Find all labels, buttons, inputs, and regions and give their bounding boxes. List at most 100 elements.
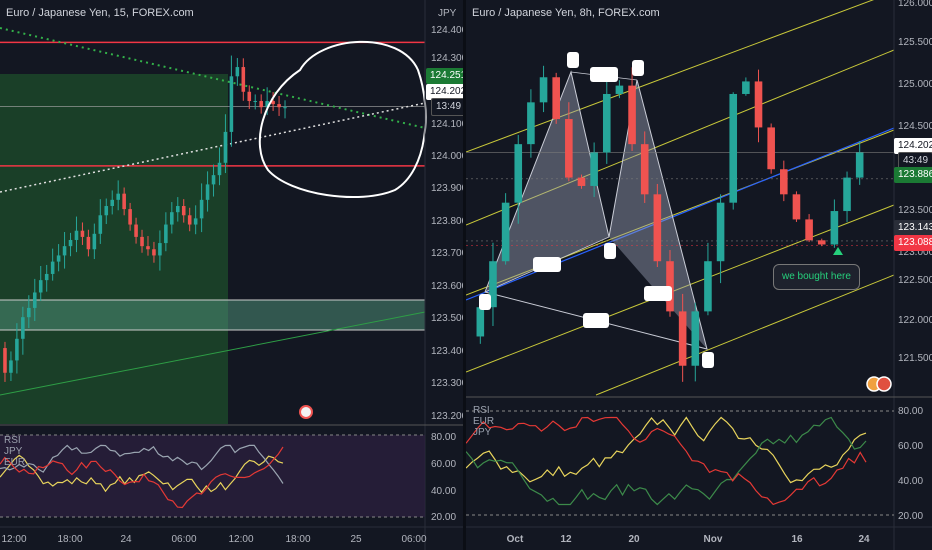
left-price-axis-label-11: 123.200 [431,411,464,422]
right-price-axis-label-7: 122.000 [898,315,932,326]
left-time-axis-label-4: 12:00 [228,534,253,545]
left-price-tag-green: 124.251 [426,68,464,84]
left-currency-label: JPY [438,8,457,19]
left-candle-15 [92,233,97,250]
support-box [0,300,425,330]
right-rsi-axis-label-3: 20.00 [898,511,923,522]
right-candle-19 [716,202,725,262]
right-price-axis-label-1: 125.000 [898,79,932,90]
right-price-axis-top-label: 126.000 [898,0,932,9]
pane-divider[interactable] [463,0,466,550]
right-time-axis-label-5: 24 [858,534,870,545]
right-candle-17 [691,311,700,366]
left-chart-canvas[interactable]: 124.400 124.300 124.100 124.000 123.900 123.8… [0,0,464,550]
right-time-axis-label-2: 20 [628,534,640,545]
left-rsi-line-2 [0,446,284,509]
right-candle-3 [514,144,523,203]
left-candle-38 [229,76,234,132]
left-time-axis-label-1: 18:00 [57,534,82,545]
pattern-point-label-2 [632,60,644,76]
left-candle-35 [211,175,216,185]
left-candle-32 [193,218,198,225]
right-candle-7 [565,119,573,178]
right-chart-pane[interactable]: 126.000125.500125.000124.500124.000123.5… [466,0,932,550]
hand-drawn-circle [258,40,427,199]
left-candle-18 [110,199,115,207]
event-marker-icon [299,405,313,419]
left-price-axis-label-8: 123.500 [431,313,464,324]
right-candle-8 [577,177,586,186]
left-candle-2 [15,338,19,361]
channel-line-1 [466,49,895,226]
right-candle-21 [742,81,750,94]
left-candle-7 [44,273,49,281]
left-candle-24 [146,246,150,250]
right-rsi-line-1 [466,416,867,506]
pattern-point-label-8 [702,352,714,368]
left-ind-label-1: RSI [4,435,21,446]
left-candle-31 [187,215,192,225]
right-candle-22 [754,81,763,128]
right-time-axis-label-4: 16 [791,534,803,545]
right-candle-27 [817,240,826,245]
right-time-axis-label-1: 12 [560,534,572,545]
left-candle-3 [21,317,25,339]
left-candle-40 [241,67,246,92]
left-price-axis-label-0: 124.400 [431,25,464,36]
right-candle-25 [792,194,801,220]
right-candle-10 [602,93,611,153]
left-candle-27 [164,224,168,244]
left-lower-trendline [0,311,426,396]
left-candle-33 [199,199,204,219]
pattern-point-label-3 [533,257,561,272]
channel-line-3 [466,204,895,373]
left-candle-39 [235,67,240,77]
right-price-axis-label-8: 121.500 [898,353,932,364]
right-ind-label-3: JPY [473,427,492,438]
left-candle-12 [74,230,79,240]
left-time-axis-label-7: 06:00 [401,534,426,545]
left-candle-9 [56,255,61,262]
left-candle-4 [27,307,31,318]
left-price-axis-label-7: 123.600 [431,281,464,292]
left-candle-19 [116,193,120,200]
right-price-tag-current: 124.202 [894,138,932,154]
right-price-axis-label-4: 123.500 [898,205,932,216]
left-price-axis-label-10: 123.300 [431,378,464,389]
left-chart-pane[interactable]: 124.400 124.300 124.100 124.000 123.900 123.8… [0,0,464,550]
left-candle-0 [3,348,7,373]
pattern-point-label-5 [479,294,491,310]
right-indicator-labels: RSI EUR JPY [473,405,494,438]
right-price-axis-label-0: 125.500 [898,37,932,48]
left-candle-11 [68,239,73,247]
left-countdown-tag: 13:49 [431,98,464,116]
left-candle-8 [50,261,55,274]
left-indicator-labels: RSI JPY EUR [4,435,25,468]
left-price-axis-label-3: 124.000 [431,151,464,162]
right-candle-29 [843,177,851,212]
left-candle-16 [98,215,103,234]
right-chart-canvas[interactable]: 126.000125.500125.000124.500124.000123.5… [466,0,932,550]
left-candle-37 [223,131,228,163]
left-price-axis-label-6: 123.700 [431,248,464,259]
left-candle-20 [122,193,126,210]
right-candle-28 [830,211,839,245]
left-candle-43 [259,101,263,108]
left-candle-42 [253,101,258,103]
pattern-point-label-4 [604,243,616,259]
pattern-xab-triangle [485,72,609,292]
left-price-axis-label-5: 123.800 [431,216,464,227]
left-candle-22 [134,224,138,237]
left-candle-21 [128,209,132,225]
right-time-axis-label-3: Nov [704,534,723,545]
channel-line-4 [595,274,895,396]
right-candle-4 [527,102,535,145]
left-time-axis-label-5: 18:00 [285,534,310,545]
right-price-axis-label-2: 124.500 [898,121,932,132]
pattern-point-label-0 [567,52,579,68]
right-price-tag-dark: 123.143 [894,220,932,236]
right-chart-title: Euro / Japanese Yen, 8h, FOREX.com [472,7,660,19]
right-candle-13 [640,144,649,195]
left-candle-44 [265,101,269,108]
right-candle-9 [590,152,598,186]
